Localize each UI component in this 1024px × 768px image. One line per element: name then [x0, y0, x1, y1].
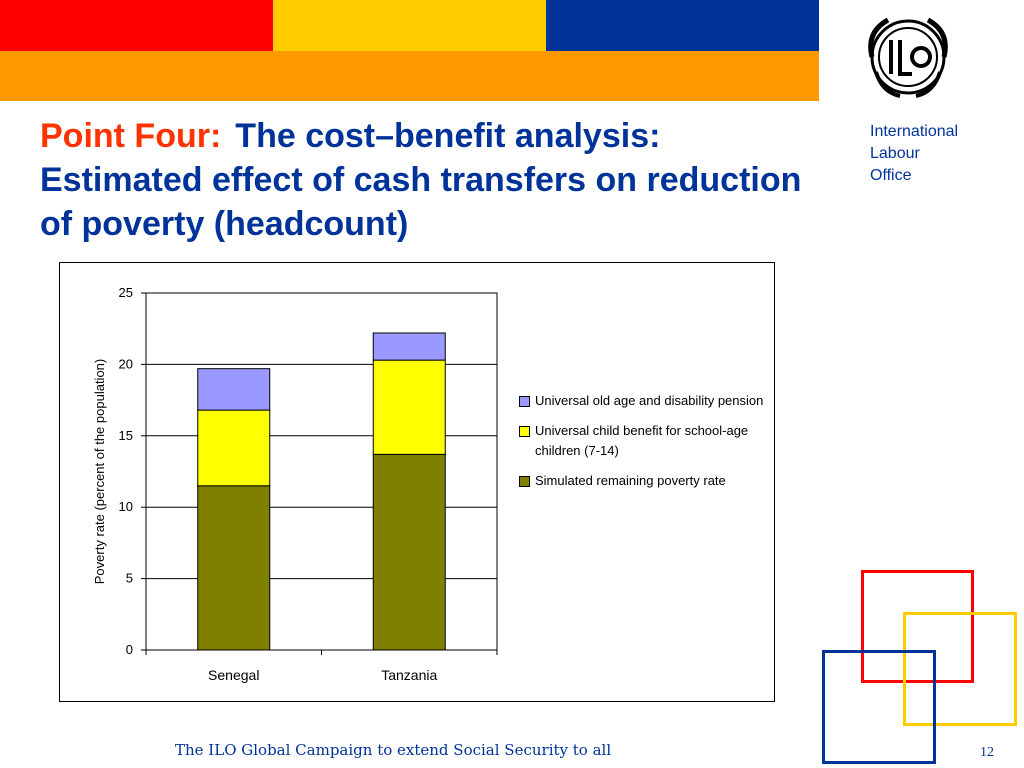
legend-item: Universal old age and disability pension — [519, 391, 769, 411]
bar-segment — [372, 453, 446, 651]
legend-item: Simulated remaining poverty rate — [519, 471, 769, 491]
title-lead: Point Four: — [40, 117, 222, 155]
y-tick-label: 20 — [119, 356, 133, 371]
y-tick-label: 10 — [119, 499, 133, 514]
y-tick-label: 5 — [126, 571, 133, 586]
chart-frame: 0 5 10 15 20 25 Senegal Tanzania Poverty rate (p… — [59, 262, 775, 702]
y-tick-label: 0 — [126, 642, 133, 657]
org-line: International — [870, 123, 959, 140]
legend-item: Universal child benefit for school-age c… — [519, 421, 769, 461]
legend-swatch — [519, 396, 530, 407]
x-category-label: Tanzania — [381, 667, 437, 683]
legend-swatch — [519, 426, 530, 437]
legend-label: Universal child benefit for school-age c… — [535, 423, 749, 458]
banner-yellow-block — [273, 0, 546, 51]
bar-segment — [197, 368, 271, 411]
bar-segment — [197, 409, 271, 487]
y-tick-label: 15 — [119, 428, 133, 443]
banner-red-block — [0, 0, 273, 51]
bar-segment — [197, 485, 271, 651]
organization-name: International Labour Office — [870, 121, 958, 187]
x-category-label: Senegal — [208, 667, 259, 683]
org-line: Labour — [870, 145, 920, 162]
y-tick-label: 25 — [119, 285, 133, 300]
title-text: The cost–benefit analysis: Estimated eff… — [40, 117, 802, 243]
chart-legend: Universal old age and disability pension… — [519, 391, 769, 501]
banner-blue-block — [546, 0, 819, 51]
banner-orange-strip — [0, 51, 819, 101]
page-number: 12 — [980, 745, 994, 760]
decorative-red-square — [861, 570, 974, 683]
footer-text: The ILO Global Campaign to extend Social… — [175, 741, 612, 759]
bar-segment — [372, 332, 446, 361]
bar-segment — [372, 359, 446, 455]
decorative-yellow-square — [903, 612, 1017, 726]
ilo-logo-icon — [868, 17, 948, 98]
y-axis-label: Poverty rate (percent of the population) — [92, 359, 107, 584]
decorative-blue-square — [822, 650, 936, 764]
legend-swatch — [519, 476, 530, 487]
stacked-bar-chart: 0 5 10 15 20 25 Senegal Tanzania Poverty rate (p… — [92, 285, 498, 683]
org-line: Office — [870, 167, 912, 184]
slide-title: Point Four: The cost–benefit analysis: Es… — [40, 114, 830, 246]
legend-label: Simulated remaining poverty rate — [535, 473, 726, 488]
legend-label: Universal old age and disability pension — [535, 393, 764, 408]
